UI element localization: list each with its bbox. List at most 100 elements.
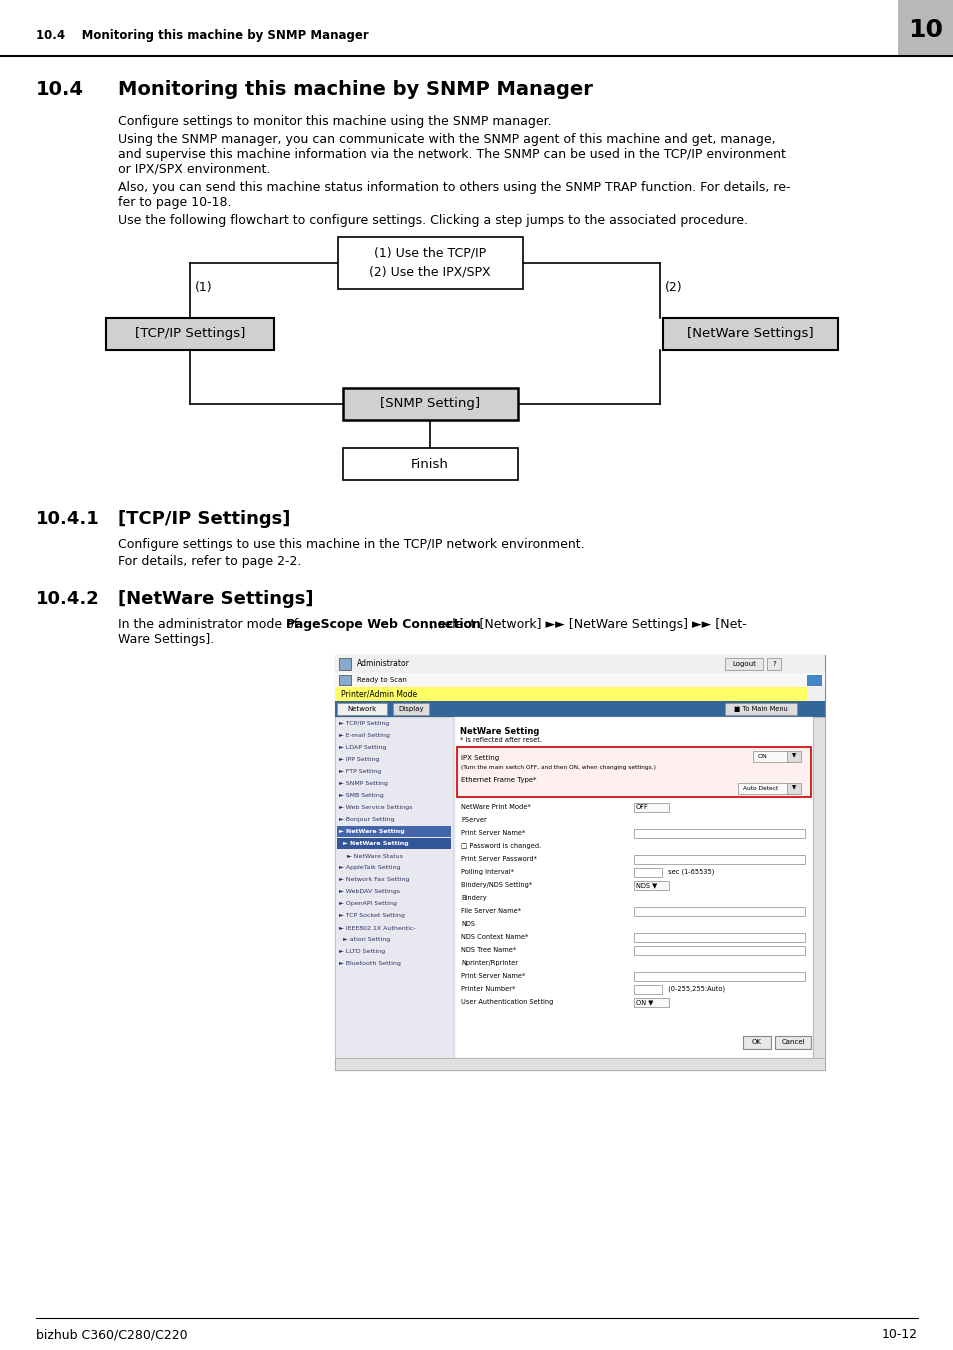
Text: ► AppleTalk Setting: ► AppleTalk Setting — [338, 865, 400, 871]
Bar — [634, 882, 668, 890]
Text: OFF: OFF — [636, 805, 648, 810]
Text: NDS Tree Name*: NDS Tree Name* — [460, 946, 516, 953]
Text: ► TCP Socket Setting: ► TCP Socket Setting — [338, 914, 404, 918]
Text: Printer Number*: Printer Number* — [460, 986, 515, 992]
Bar — [897, 0, 953, 55]
Text: [TCP/IP Settings]: [TCP/IP Settings] — [118, 510, 290, 528]
Text: and supervise this machine information via the network. The SNMP can be used in : and supervise this machine information v… — [118, 148, 785, 161]
Text: □ Password is changed.: □ Password is changed. — [460, 842, 540, 849]
Text: 10.4.1: 10.4.1 — [36, 510, 100, 528]
Text: ► ation Setting: ► ation Setting — [343, 937, 390, 942]
Text: (2): (2) — [664, 281, 682, 294]
Text: Nprinter/Rprinter: Nprinter/Rprinter — [460, 960, 517, 967]
Text: Ready to Scan: Ready to Scan — [356, 676, 406, 683]
Text: ► SNMP Setting: ► SNMP Setting — [338, 782, 388, 787]
Text: NDS ▼: NDS ▼ — [636, 882, 657, 888]
Text: ► OpenAPI Setting: ► OpenAPI Setting — [338, 902, 396, 906]
Text: Monitoring this machine by SNMP Manager: Monitoring this machine by SNMP Manager — [118, 80, 592, 99]
Text: * Is reflected after reset.: * Is reflected after reset. — [459, 737, 541, 742]
Bar — [336, 703, 387, 716]
Text: NDS: NDS — [460, 921, 475, 927]
Bar — [335, 655, 824, 1071]
Text: ► NetWare Status: ► NetWare Status — [347, 853, 402, 859]
Bar — [634, 803, 668, 811]
Text: ► TCP/IP Setting: ► TCP/IP Setting — [338, 721, 389, 726]
Bar — [337, 238, 522, 289]
Bar — [812, 717, 824, 1058]
Text: 10: 10 — [907, 18, 943, 42]
Text: ?: ? — [771, 662, 775, 667]
Text: ► Bluetooth Setting: ► Bluetooth Setting — [338, 961, 400, 967]
Bar — [338, 657, 351, 670]
Text: Administrator: Administrator — [356, 660, 410, 668]
Text: ► NetWare Setting: ► NetWare Setting — [338, 829, 404, 834]
Bar — [106, 319, 274, 350]
Text: Network: Network — [347, 706, 376, 711]
Text: User Authentication Setting: User Authentication Setting — [460, 999, 553, 1004]
Text: For details, refer to page 2-2.: For details, refer to page 2-2. — [118, 555, 301, 568]
Text: OK: OK — [751, 1040, 761, 1045]
Text: ► LDAP Setting: ► LDAP Setting — [338, 745, 386, 751]
Text: Display: Display — [397, 706, 423, 711]
Text: sec (1-65535): sec (1-65535) — [665, 869, 714, 875]
Text: ► IEEE802.1X Authentic-: ► IEEE802.1X Authentic- — [338, 926, 416, 930]
Bar — [634, 868, 661, 878]
Text: fer to page 10-18.: fer to page 10-18. — [118, 196, 232, 209]
Text: File Server Name*: File Server Name* — [460, 909, 520, 914]
Text: ► E-mail Setting: ► E-mail Setting — [338, 733, 390, 738]
Bar — [662, 319, 837, 350]
Text: or IPX/SPX environment.: or IPX/SPX environment. — [118, 163, 270, 176]
Bar — [335, 717, 453, 1058]
Text: ► Bonjour Setting: ► Bonjour Setting — [338, 818, 395, 822]
Text: ► Network Fax Setting: ► Network Fax Setting — [338, 878, 409, 883]
Bar — [766, 657, 781, 670]
Bar — [634, 855, 804, 864]
Bar — [774, 1035, 810, 1049]
Bar — [634, 998, 668, 1007]
Text: Ware Settings].: Ware Settings]. — [118, 633, 214, 647]
Text: ■ To Main Menu: ■ To Main Menu — [734, 706, 787, 711]
Text: (Turn the main switch OFF, and then ON, when changing settings.): (Turn the main switch OFF, and then ON, … — [460, 765, 656, 769]
Text: [SNMP Setting]: [SNMP Setting] — [379, 397, 479, 410]
Text: Also, you can send this machine status information to others using the SNMP TRAP: Also, you can send this machine status i… — [118, 181, 790, 194]
Bar — [338, 675, 351, 684]
Bar — [724, 657, 762, 670]
Text: (2) Use the IPX/SPX: (2) Use the IPX/SPX — [369, 266, 490, 278]
Bar — [752, 751, 787, 761]
Text: 10-12: 10-12 — [881, 1328, 917, 1341]
Text: Print Server Name*: Print Server Name* — [460, 973, 525, 979]
Bar — [336, 838, 451, 849]
Bar — [786, 783, 801, 794]
Text: 10.4: 10.4 — [36, 80, 84, 99]
Text: 10.4.2: 10.4.2 — [36, 590, 100, 608]
Bar — [335, 687, 806, 701]
Text: Configure settings to monitor this machine using the SNMP manager.: Configure settings to monitor this machi… — [118, 115, 551, 128]
Text: Cancel: Cancel — [781, 1040, 804, 1045]
Bar — [335, 1058, 824, 1071]
Text: Printer/Admin Mode: Printer/Admin Mode — [340, 690, 416, 698]
Text: ► IPP Setting: ► IPP Setting — [338, 757, 379, 763]
Bar — [343, 387, 517, 420]
Text: IPX Setting: IPX Setting — [460, 755, 498, 761]
Bar — [634, 986, 661, 994]
Text: Polling Interval*: Polling Interval* — [460, 869, 514, 875]
Bar — [742, 1035, 770, 1049]
Text: (1): (1) — [194, 281, 213, 294]
Text: Use the following flowchart to configure settings. Clicking a step jumps to the : Use the following flowchart to configure… — [118, 215, 747, 227]
Text: [TCP/IP Settings]: [TCP/IP Settings] — [134, 328, 245, 340]
Bar — [455, 717, 812, 1058]
Text: NetWare Setting: NetWare Setting — [459, 728, 538, 736]
Text: PServer: PServer — [460, 817, 486, 824]
Bar — [456, 747, 810, 796]
Text: [NetWare Settings]: [NetWare Settings] — [118, 590, 314, 608]
Text: Print Server Name*: Print Server Name* — [460, 830, 525, 836]
Text: Print Server Password*: Print Server Password* — [460, 856, 537, 863]
Bar — [335, 701, 824, 717]
Text: ► NetWare Setting: ► NetWare Setting — [343, 841, 408, 846]
Text: (0-255,255:Auto): (0-255,255:Auto) — [665, 986, 724, 992]
Bar — [634, 907, 804, 917]
Bar — [786, 751, 801, 761]
Bar — [724, 703, 796, 716]
Text: ON ▼: ON ▼ — [636, 999, 653, 1004]
Text: Ethernet Frame Type*: Ethernet Frame Type* — [460, 778, 536, 783]
